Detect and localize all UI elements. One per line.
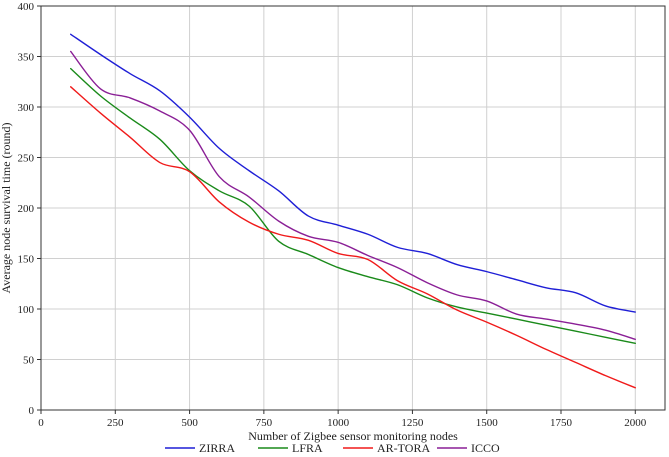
series-line-lfra [70,67,636,345]
legend-label-zirra: ZIRRA [199,441,235,455]
x-axis-label: Number of Zigbee sensor monitoring nodes [248,429,458,443]
series-lines [70,33,636,389]
legend-label-icco: ICCO [471,441,500,455]
legend: ZIRRA LFRA AR-TORA ICCO [165,441,500,455]
y-tick-label: 250 [18,153,35,165]
x-tick-label: 500 [181,417,198,429]
x-tick-label: 250 [107,417,124,429]
x-tick-label: 1250 [401,417,424,429]
x-tick-label: 1500 [476,417,499,429]
y-tick-label: 50 [23,355,35,367]
x-tick-label: 750 [256,417,273,429]
x-tick-label: 1000 [327,417,350,429]
series-line-ar-tora [70,86,636,389]
x-tick-label: 1750 [550,417,573,429]
legend-label-ar-tora: AR-TORA [377,441,430,455]
y-tick-label: 200 [18,203,35,215]
y-tick-label: 0 [29,405,35,417]
y-tick-label: 300 [18,102,35,114]
series-line-zirra [70,33,636,313]
y-tick-label: 400 [18,1,35,13]
x-tick-label: 0 [38,417,44,429]
x-tick-label: 2000 [624,417,647,429]
y-tick-label: 150 [18,254,35,266]
y-tick-label: 100 [18,304,35,316]
legend-label-lfra: LFRA [292,441,323,455]
y-axis-label: Average node survival time (round) [0,122,13,293]
y-tick-label: 350 [18,52,35,64]
axis-ticks: 0 250 500 750 1000 1250 1500 1750 2000 0 50 100 150 2… [18,1,647,429]
series-line-icco [70,50,636,340]
